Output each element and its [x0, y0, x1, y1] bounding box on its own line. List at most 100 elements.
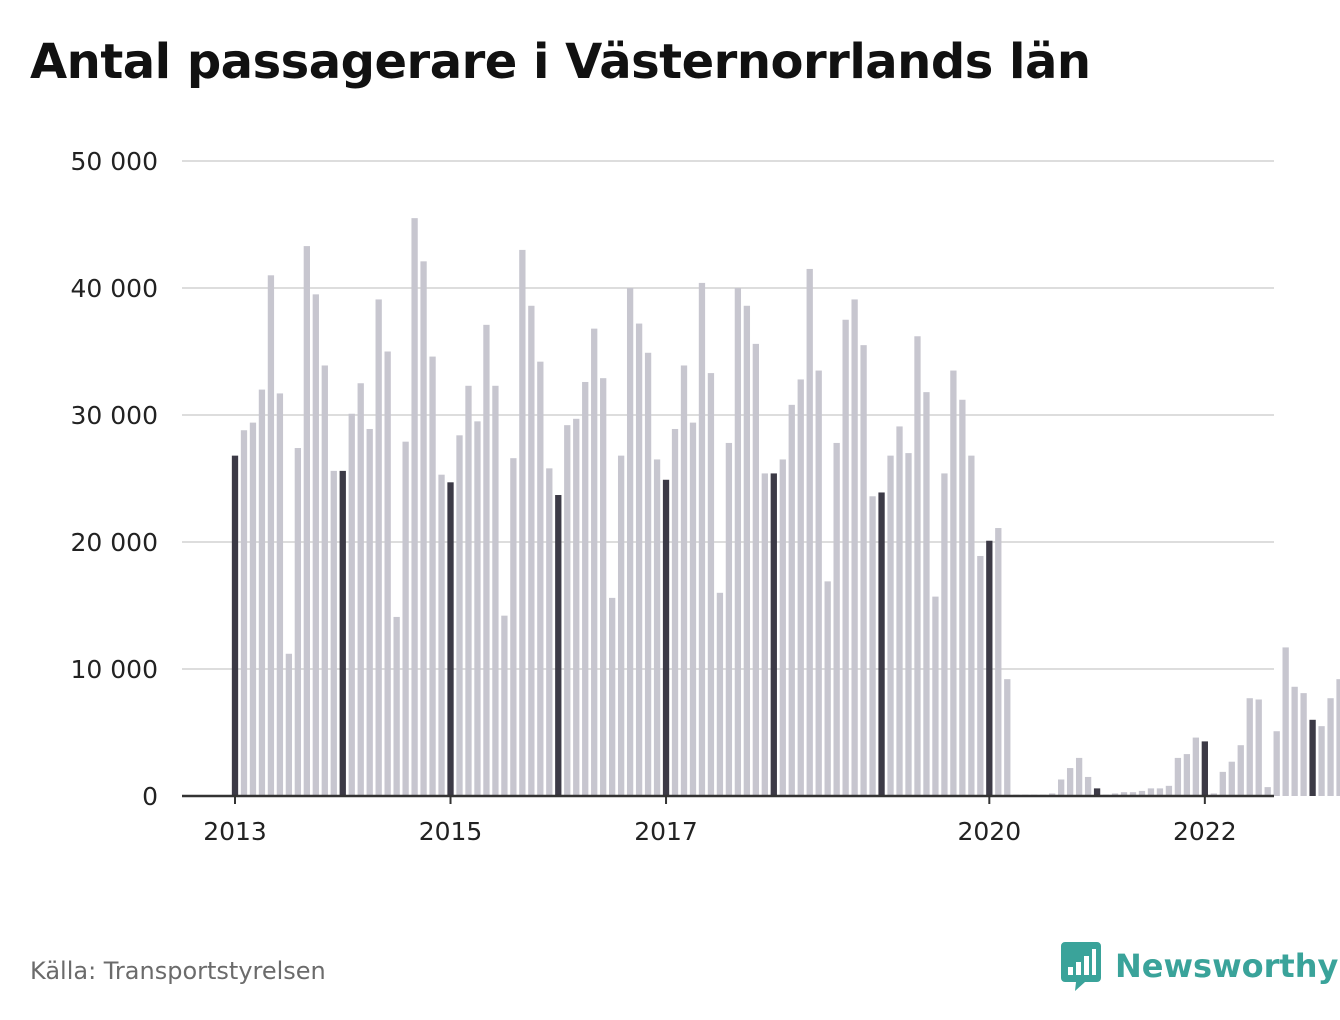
bar-2022-04 [1228, 761, 1235, 796]
x-tick-label-2020: 2020 [958, 817, 1022, 846]
bar-2021-09 [1165, 785, 1173, 796]
bar-2015-04 [474, 421, 481, 796]
bar-2021-05 [1129, 792, 1137, 796]
bar-2021-08 [1156, 788, 1164, 796]
x-tick-label-2013: 2013 [203, 817, 267, 846]
bar-2015-03 [465, 385, 472, 796]
bar-2022-06 [1246, 698, 1253, 796]
bar-2020-11 [1075, 757, 1083, 796]
bar-2018-08 [833, 442, 840, 796]
bar-2021-12 [1192, 737, 1200, 796]
bar-2014-08 [402, 441, 409, 796]
bar-2014-03 [357, 383, 364, 796]
bar-2017-07 [716, 592, 724, 796]
bar-2014-12 [438, 474, 445, 796]
bar-2019-11 [968, 455, 975, 796]
bar-2017-08 [725, 442, 733, 796]
bar-2015-05 [483, 324, 490, 796]
bar-2019-05 [914, 336, 921, 796]
bar-2016-07 [609, 597, 616, 796]
bar-2018-09 [842, 319, 849, 796]
bar-2019-06 [923, 392, 930, 796]
x-tick-label-2017: 2017 [634, 817, 698, 846]
bar-2023-04 [1336, 679, 1340, 796]
bar-2019-02 [887, 455, 894, 796]
bar-2017-02 [671, 428, 679, 796]
bar-2014-09 [411, 218, 418, 796]
bar-2016-09 [626, 288, 634, 796]
bar-series [231, 218, 1340, 797]
bar-2021-03 [1111, 793, 1119, 796]
y-tick-label-0: 0 [142, 782, 158, 811]
bar-2015-12 [546, 468, 553, 796]
bar-2015-11 [537, 361, 544, 796]
bar-2017-09 [734, 288, 742, 796]
bar-2016-12 [653, 459, 661, 796]
bar-2014-06 [384, 351, 391, 796]
y-tick-label-30000: 30 000 [71, 401, 158, 430]
bar-2021-11 [1183, 754, 1191, 796]
brand-logo: Newsworthy [1061, 940, 1338, 992]
bar-2015-08 [510, 458, 517, 796]
bar-2017-03 [680, 365, 688, 796]
bar-2023-03 [1327, 698, 1334, 796]
bar-2019-10 [959, 399, 966, 796]
bar-2014-05 [375, 299, 382, 796]
bar-2020-02 [995, 528, 1002, 796]
bar-2014-02 [348, 413, 355, 796]
bar-2019-03 [896, 426, 903, 796]
bar-2013-01 [231, 455, 239, 796]
bar-2015-07 [501, 615, 508, 796]
bar-2022-08 [1264, 787, 1271, 796]
bar-2019-12 [977, 555, 984, 796]
bar-2016-08 [617, 455, 625, 796]
bar-2017-12 [761, 473, 768, 796]
bar-2016-11 [644, 352, 652, 796]
bar-2013-11 [321, 365, 328, 796]
bar-2016-10 [635, 323, 643, 796]
bar-2013-12 [330, 470, 337, 796]
bar-2016-04 [582, 381, 589, 796]
bar-2019-01 [878, 492, 885, 796]
bar-2018-11 [860, 345, 867, 796]
bar-2017-11 [752, 343, 759, 796]
bar-2022-09 [1273, 731, 1280, 796]
bar-2018-05 [806, 268, 813, 796]
bar-2013-05 [267, 275, 275, 796]
bar-2018-12 [869, 496, 876, 796]
bar-2022-11 [1291, 686, 1298, 796]
bar-2014-10 [420, 261, 427, 797]
bar-2014-04 [366, 428, 373, 796]
bar-2016-01 [555, 495, 562, 796]
x-tick-label-2022: 2022 [1173, 817, 1237, 846]
bar-2013-04 [258, 389, 266, 796]
bar-2017-10 [743, 305, 751, 796]
bar-2017-01 [662, 479, 670, 796]
bar-2022-01 [1201, 741, 1208, 796]
bar-2016-03 [573, 418, 580, 796]
bar-2018-04 [797, 379, 804, 796]
bar-2014-01 [339, 470, 346, 796]
bar-2013-10 [312, 294, 319, 796]
bar-2022-05 [1237, 745, 1244, 796]
bar-2016-02 [564, 425, 571, 796]
bar-2018-02 [779, 459, 786, 796]
bar-2015-02 [456, 435, 463, 796]
y-tick-label-10000: 10 000 [71, 655, 158, 684]
bar-2019-09 [950, 370, 957, 796]
bar-2015-06 [492, 385, 499, 796]
bar-2013-09 [303, 246, 310, 797]
source-note: Källa: Transportstyrelsen [30, 957, 326, 985]
bar-2014-11 [429, 356, 436, 796]
bar-2022-02 [1210, 793, 1217, 796]
bar-2018-03 [788, 404, 795, 796]
newsworthy-logo-icon [1061, 942, 1101, 991]
bar-2020-08 [1049, 793, 1056, 796]
y-tick-label-50000: 50 000 [71, 147, 158, 176]
bar-2023-01 [1309, 719, 1316, 796]
bar-2022-12 [1300, 693, 1307, 796]
chart-title: Antal passagerare i Västernorrlands län [30, 34, 1091, 90]
bar-2022-10 [1282, 647, 1289, 796]
bar-2013-07 [285, 653, 293, 796]
